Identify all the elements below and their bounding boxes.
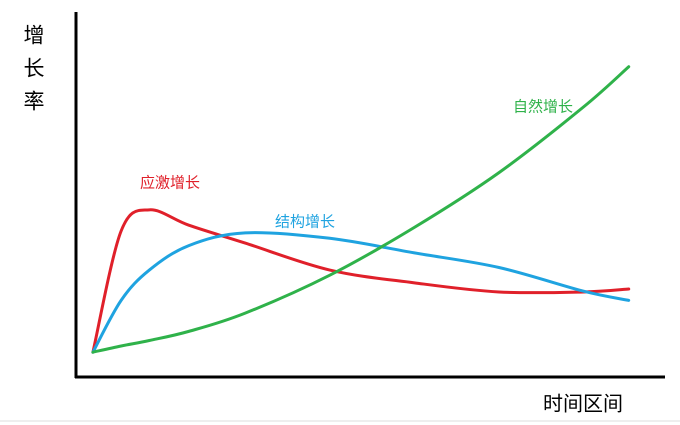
series-label: 结构增长	[275, 213, 335, 231]
series-line	[91, 65, 631, 354]
x-axis-label: 时间区间	[543, 392, 623, 416]
series-line	[91, 231, 631, 354]
y-axis-label: 增长率	[21, 24, 45, 123]
series-line	[91, 208, 631, 354]
series-label: 应激增长	[140, 174, 200, 192]
series-label: 自然增长	[513, 98, 573, 116]
